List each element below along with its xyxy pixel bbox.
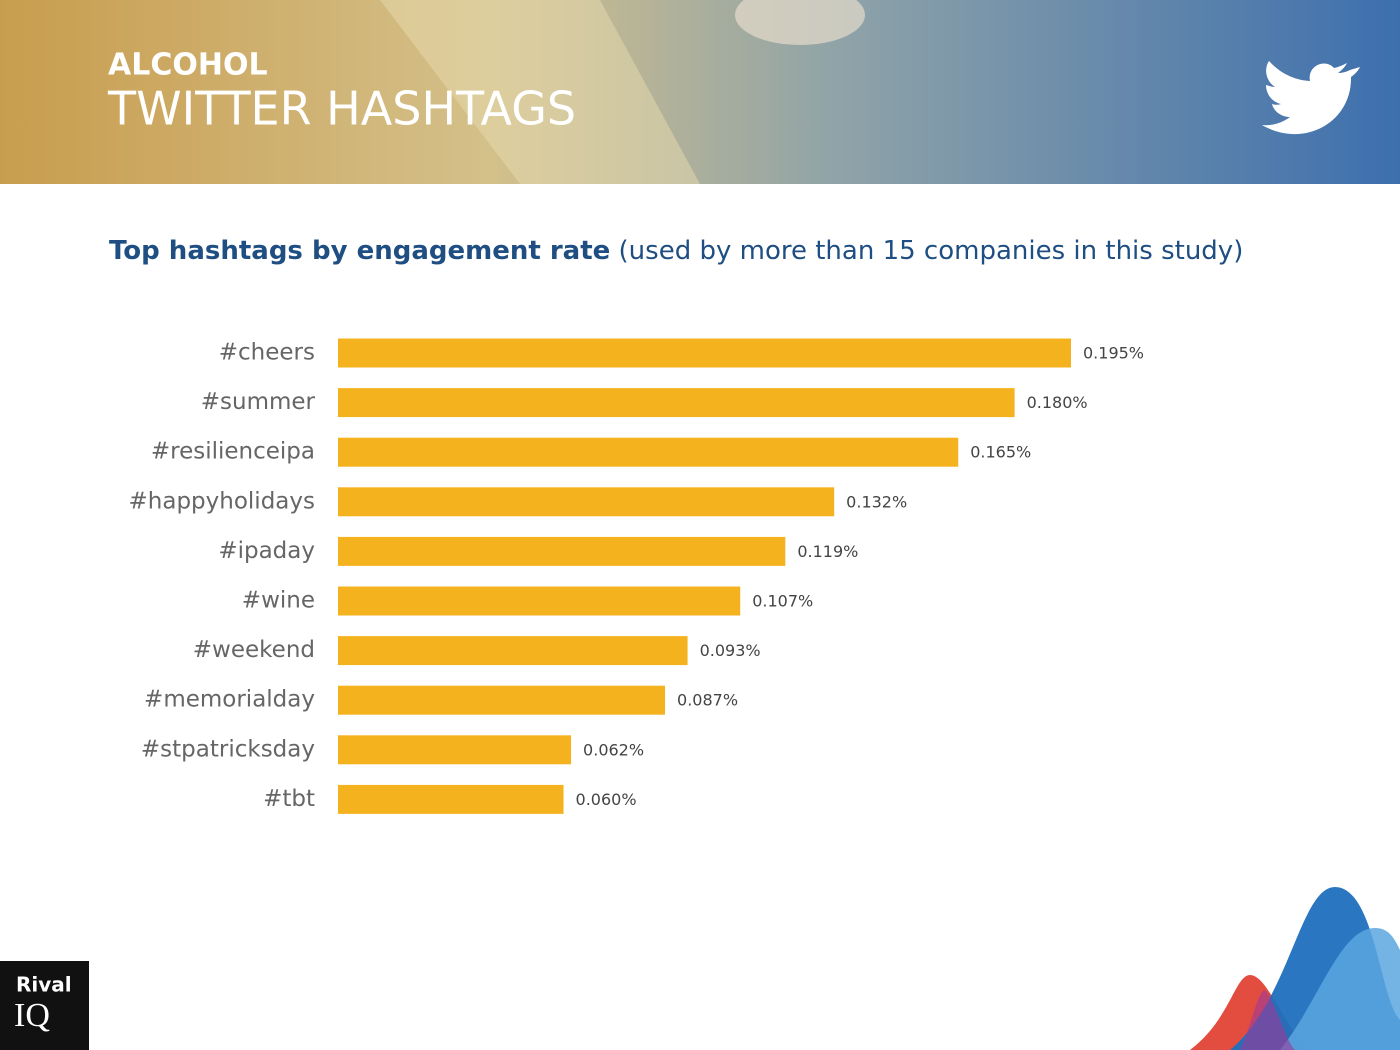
header-background (0, 0, 1400, 184)
value-label: 0.060% (576, 790, 637, 809)
value-label: 0.195% (1083, 344, 1144, 363)
category-label: #ipaday (218, 538, 315, 564)
category-label: #wine (242, 588, 315, 614)
category-label: #weekend (193, 637, 315, 663)
category-label: #cheers (219, 340, 315, 366)
bar (338, 437, 959, 467)
chart-subtitle: (used by more than 15 companies in this … (619, 236, 1244, 266)
bar (338, 735, 572, 765)
bar (338, 784, 564, 814)
bar (338, 536, 786, 566)
category-label: #stpatricksday (141, 736, 315, 762)
logo-box (0, 961, 89, 1050)
bar (338, 338, 1071, 368)
header-category: ALCOHOL (108, 48, 268, 83)
value-label: 0.087% (677, 691, 738, 710)
header-decoration (380, 0, 700, 184)
value-label: 0.107% (752, 592, 813, 611)
category-label: #happyholidays (129, 488, 315, 514)
header-title: TWITTER HASHTAGS (107, 82, 576, 136)
chart-heading: Top hashtags by engagement rate (used by… (109, 236, 1243, 266)
decoration (1280, 928, 1400, 1050)
category-label: #resilienceipa (151, 439, 315, 465)
bar (338, 636, 688, 666)
decoration (1240, 990, 1295, 1050)
logo-text: Rival (16, 973, 72, 997)
value-label: 0.093% (700, 641, 761, 660)
value-label: 0.165% (970, 443, 1031, 462)
header-decoration (735, 0, 865, 45)
chart-title: Top hashtags by engagement rate (109, 236, 610, 266)
value-label: 0.119% (797, 542, 858, 561)
category-label: #summer (201, 389, 316, 415)
bar (338, 586, 741, 616)
value-label: 0.180% (1027, 393, 1088, 412)
logo-text: IQ (14, 997, 50, 1034)
bar (338, 388, 1015, 418)
value-label: 0.132% (846, 492, 907, 511)
value-label: 0.062% (583, 740, 644, 759)
category-label: #tbt (263, 786, 315, 812)
bar (338, 685, 666, 715)
category-label: #memorialday (144, 687, 315, 713)
twitter-icon (1262, 61, 1360, 135)
bar (338, 487, 835, 517)
